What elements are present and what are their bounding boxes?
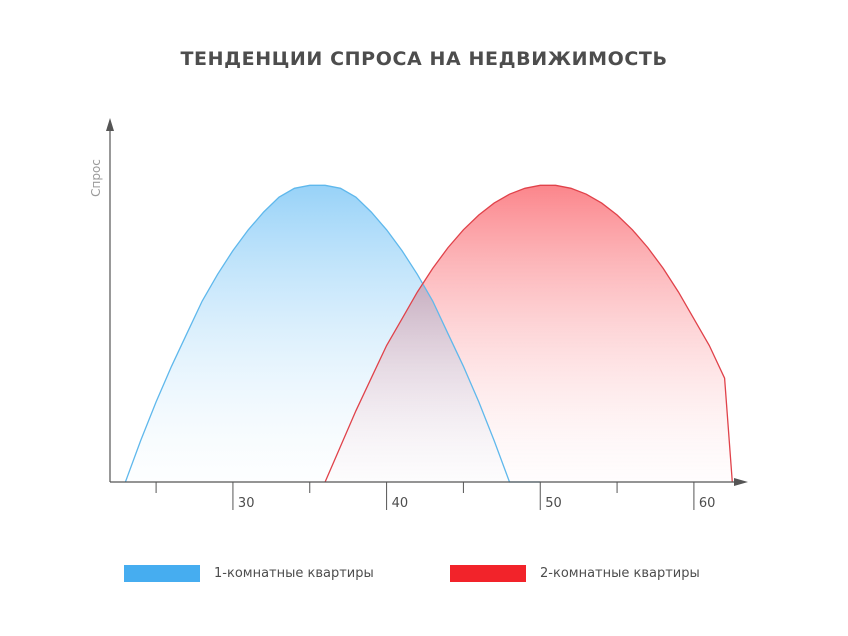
legend-label-2-room: 2-комнатные квартиры (540, 565, 700, 581)
x-tick-label: 50 (545, 496, 562, 511)
x-axis: 30 40 50 60 (110, 478, 748, 511)
legend-label-1-room: 1-комнатные квартиры (214, 565, 374, 581)
x-axis-arrow-icon (734, 478, 748, 486)
chart-title: ТЕНДЕНЦИИ СПРОСА НА НЕДВИЖИМОСТЬ (180, 48, 668, 70)
plot-area (124, 184, 733, 483)
series-line-1-room (124, 184, 541, 483)
series-area-2-room (325, 185, 733, 483)
legend-swatch-1-room (124, 564, 200, 582)
x-tick-label: 60 (699, 496, 716, 511)
x-tick-label: 30 (238, 496, 255, 511)
x-ticks: 30 40 50 60 (155, 482, 716, 511)
y-axis: Спрос (89, 118, 114, 482)
x-tick-label: 40 (392, 496, 409, 511)
legend-swatch-2-room (450, 564, 526, 582)
series-line-2-room (324, 184, 733, 483)
legend-item-1-room: 1-комнатные квартиры (124, 563, 374, 583)
legend-item-2-room: 2-комнатные квартиры (450, 563, 700, 583)
y-axis-arrow-icon (106, 118, 114, 131)
y-axis-label: Спрос (89, 159, 103, 197)
